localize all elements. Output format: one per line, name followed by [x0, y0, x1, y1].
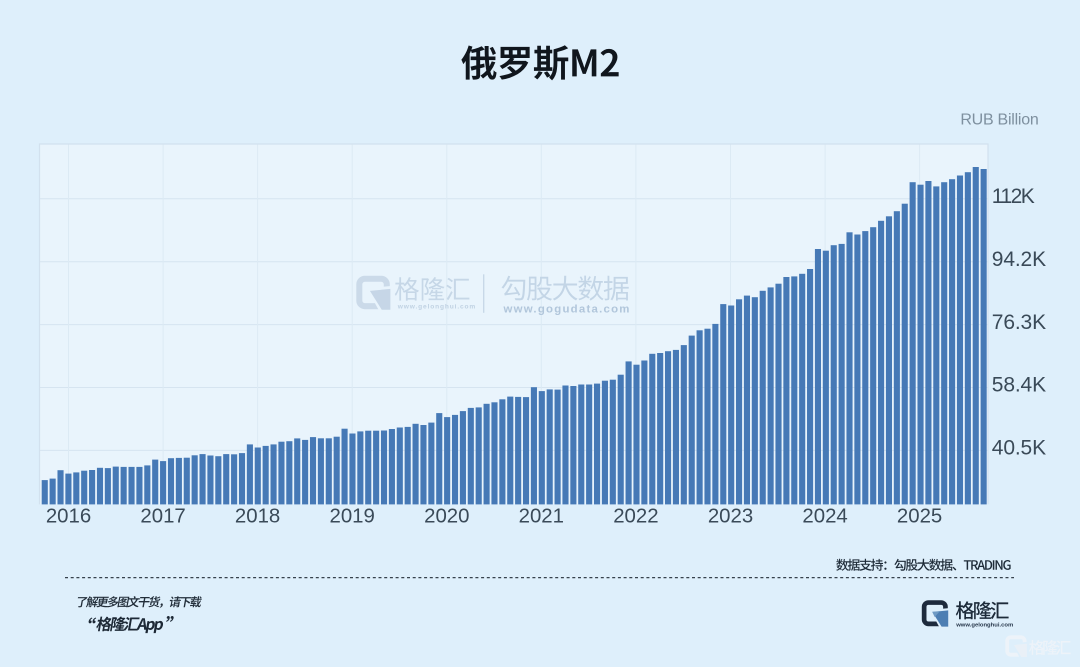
- svg-text:www.gelonghui.com: www.gelonghui.com: [955, 622, 1013, 628]
- svg-text:2019: 2019: [330, 505, 375, 527]
- svg-text:2016: 2016: [46, 505, 91, 527]
- svg-text:2023: 2023: [708, 505, 753, 527]
- svg-text:2017: 2017: [140, 505, 185, 527]
- svg-text:58.4K: 58.4K: [992, 374, 1046, 397]
- svg-text:2020: 2020: [424, 505, 469, 527]
- svg-text:2024: 2024: [802, 505, 847, 527]
- svg-text:2021: 2021: [519, 505, 564, 527]
- svg-text:2018: 2018: [235, 505, 280, 527]
- svg-text:76.3K: 76.3K: [992, 311, 1046, 334]
- svg-text:2025: 2025: [897, 505, 942, 527]
- svg-text:40.5K: 40.5K: [992, 437, 1046, 460]
- svg-text:94.2K: 94.2K: [992, 248, 1046, 271]
- svg-text:112K: 112K: [992, 185, 1035, 208]
- svg-text:2022: 2022: [613, 505, 658, 527]
- svg-text:RUB Billion: RUB Billion: [960, 112, 1038, 129]
- svg-text:www.gelonghui.com: www.gelonghui.com: [397, 304, 476, 311]
- svg-text:www.gogudata.com: www.gogudata.com: [503, 304, 631, 316]
